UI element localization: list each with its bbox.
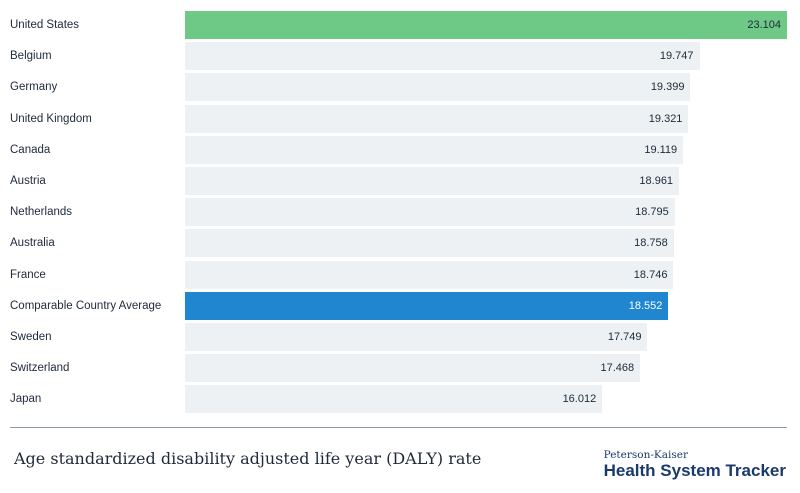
bar-row: Japan 16.012 — [0, 385, 800, 414]
bar-row: Austria 18.961 — [0, 167, 800, 195]
bar-row: United States 23.104 — [0, 11, 800, 39]
value-label: 18.746 — [633, 268, 668, 281]
bar — [185, 42, 700, 71]
bar-row: Canada 19.119 — [0, 135, 800, 164]
brand-logo[interactable]: Peterson-Kaiser Health System Tracker — [604, 449, 786, 481]
category-label: France — [10, 268, 46, 281]
value-label: 19.119 — [644, 143, 678, 156]
value-label: 18.758 — [634, 237, 668, 250]
bar-row: France 18.746 — [0, 260, 800, 289]
category-label: United States — [10, 19, 80, 31]
category-label: United Kingdom — [10, 112, 92, 125]
bar — [185, 11, 787, 39]
chart-title: Age standardized disability adjusted lif… — [14, 449, 482, 468]
bar-row: Sweden 17.749 — [0, 323, 800, 351]
category-label: Japan — [10, 393, 42, 406]
bar-row: United Kingdom 19.321 — [0, 104, 800, 133]
bar-chart: United States 23.104 Belgium 19.747 Germany 1… — [0, 11, 800, 414]
category-label: Switzerland — [10, 362, 70, 375]
value-label: 16.012 — [562, 393, 597, 406]
bar — [185, 104, 689, 133]
bar — [185, 73, 691, 102]
value-label: 17.749 — [607, 331, 642, 343]
bar-row: Switzerland 17.468 — [0, 354, 800, 383]
category-label: Netherlands — [10, 206, 73, 219]
bar — [185, 291, 669, 320]
value-label: 23.104 — [747, 19, 781, 31]
brand-name-large: Health System Tracker — [603, 461, 786, 480]
category-label: Austria — [10, 175, 46, 187]
category-label: Australia — [10, 237, 55, 250]
bar — [185, 167, 680, 195]
bar — [185, 198, 675, 227]
value-label: 19.399 — [650, 81, 685, 94]
category-label: Belgium — [10, 50, 52, 63]
footer-divider — [10, 427, 787, 428]
bar — [185, 385, 603, 414]
bar-row: Australia 18.758 — [0, 229, 800, 258]
value-label: 18.552 — [628, 299, 663, 312]
value-label: 17.468 — [600, 362, 635, 375]
category-label: Comparable Country Average — [10, 299, 162, 312]
bar-row: Comparable Country Average 18.552 — [0, 291, 800, 320]
bar-row: Belgium 19.747 — [0, 42, 800, 71]
bar — [185, 229, 674, 258]
category-label: Sweden — [10, 331, 52, 343]
category-label: Canada — [10, 143, 51, 156]
value-label: 18.961 — [639, 175, 674, 187]
bar — [185, 354, 641, 383]
bar — [185, 135, 684, 164]
value-label: 19.747 — [659, 50, 694, 63]
bar — [185, 260, 674, 289]
bar-row: Germany 19.399 — [0, 73, 800, 102]
bar-row: Netherlands 18.795 — [0, 198, 800, 227]
brand-name-small: Peterson-Kaiser — [603, 449, 688, 461]
value-label: 19.321 — [648, 112, 683, 125]
value-label: 18.795 — [635, 206, 669, 219]
bar — [185, 323, 648, 351]
category-label: Germany — [10, 81, 58, 94]
